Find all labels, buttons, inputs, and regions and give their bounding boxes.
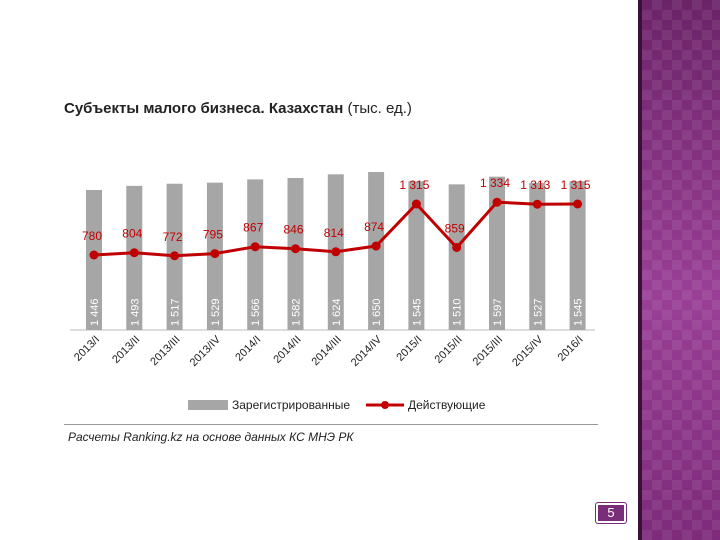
- category-label: 2013/IV: [188, 333, 224, 369]
- legend-label-active: Действующие: [408, 398, 486, 412]
- bar-value-label: 1 493: [129, 298, 141, 326]
- bar-value-label: 1 510: [452, 298, 464, 326]
- line-point: [573, 199, 583, 209]
- category-label: 2014/III: [309, 334, 343, 368]
- category-label: 2014/IV: [349, 333, 385, 369]
- line-value-label: 1 334: [480, 176, 510, 190]
- line-value-label: 772: [163, 230, 183, 244]
- bar-registered: [448, 184, 465, 330]
- line-value-label: 1 313: [520, 178, 550, 192]
- line-point: [250, 242, 260, 252]
- bar-value-label: 1 650: [371, 298, 383, 326]
- sidebar-edge: [638, 0, 642, 540]
- bar-registered: [408, 181, 425, 330]
- line-value-label: 804: [122, 227, 142, 241]
- bar-value-label: 1 582: [291, 298, 303, 326]
- bar-registered: [529, 182, 546, 330]
- bar-registered: [569, 181, 586, 330]
- category-label: 2014/I: [233, 334, 263, 364]
- bar-value-label: 1 527: [532, 298, 544, 326]
- line-point: [291, 244, 300, 254]
- chart-title-unit: (тыс. ед.): [347, 100, 412, 117]
- line-value-label: 1 315: [399, 178, 429, 192]
- line-point: [411, 199, 421, 209]
- bar-registered: [368, 172, 385, 330]
- line-value-label: 846: [283, 223, 303, 237]
- line-point: [89, 250, 99, 260]
- line-point: [331, 247, 341, 257]
- line-point: [129, 248, 139, 258]
- decorative-sidebar: [642, 0, 720, 540]
- line-point: [210, 249, 220, 259]
- bar-value-label: 1 517: [170, 298, 182, 326]
- bar-value-label: 1 545: [411, 298, 423, 326]
- line-value-label: 795: [203, 228, 223, 242]
- bar-registered: [247, 179, 264, 330]
- bar-registered: [489, 176, 505, 330]
- bar-value-label: 1 545: [573, 298, 585, 326]
- category-label: 2015/IV: [510, 333, 546, 369]
- bar-value-label: 1 446: [89, 298, 101, 326]
- category-label: 2013/I: [72, 334, 102, 364]
- line-value-label: 780: [82, 229, 102, 243]
- divider: [64, 424, 598, 425]
- bar-value-label: 1 566: [250, 298, 262, 326]
- legend-swatch-registered: [188, 400, 228, 410]
- bar-registered: [126, 185, 143, 330]
- legend-swatch-active-marker: [381, 401, 389, 409]
- category-label: 2013/III: [148, 334, 182, 368]
- category-label: 2014/II: [271, 334, 303, 366]
- bar-registered: [86, 190, 102, 330]
- line-value-label: 859: [445, 221, 465, 235]
- category-label: 2013/II: [110, 334, 142, 366]
- line-point: [532, 199, 542, 209]
- legend-label-registered: Зарегистрированные: [232, 398, 350, 412]
- category-label: 2016/I: [556, 334, 586, 364]
- bar-value-label: 1 624: [331, 298, 343, 326]
- bar-registered: [287, 178, 304, 330]
- line-point: [492, 197, 502, 207]
- source-note: Расчеты Ranking.kz на основе данных КС М…: [68, 430, 354, 444]
- line-value-label: 814: [324, 226, 344, 240]
- category-label: 2015/II: [433, 334, 465, 366]
- line-value-label: 1 315: [561, 178, 591, 192]
- line-point: [371, 241, 381, 251]
- bar-value-label: 1 529: [210, 298, 222, 326]
- line-value-label: 867: [243, 221, 263, 235]
- category-label: 2015/I: [394, 334, 424, 364]
- page-number: 5: [595, 502, 627, 524]
- category-label: 2015/III: [471, 334, 505, 368]
- line-value-label: 874: [364, 220, 384, 234]
- line-point: [452, 242, 462, 252]
- chart-title: Субъекты малого бизнеса. Казахстан (тыс.…: [64, 100, 412, 117]
- chart: 1 446 2013/I 1 493 2013/II 1 517 2013/III 1 52…: [70, 172, 595, 412]
- bar-value-label: 1 597: [492, 298, 504, 326]
- chart-title-text: Субъекты малого бизнеса. Казахстан: [64, 100, 344, 117]
- line-point: [170, 251, 180, 261]
